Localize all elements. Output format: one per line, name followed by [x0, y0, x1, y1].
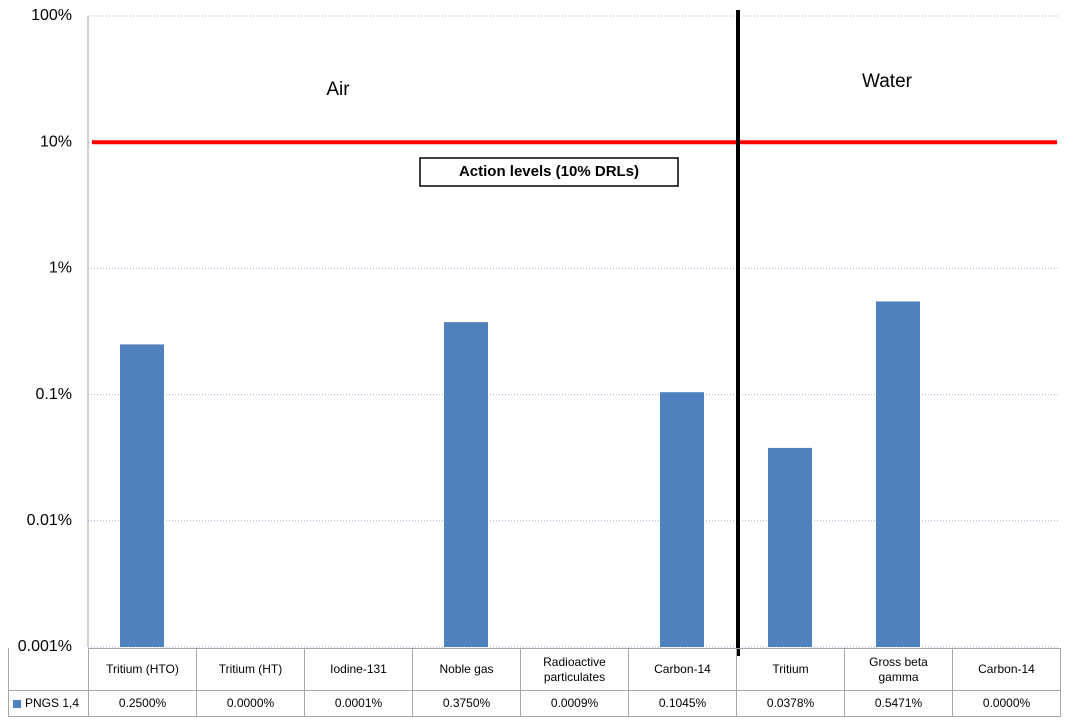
value-label: 0.0001% [304, 690, 413, 717]
bar [768, 447, 812, 647]
y-tick-label: 0.001% [18, 638, 72, 655]
value-label: 0.2500% [88, 690, 197, 717]
value-label: 0.0009% [520, 690, 629, 717]
bar [120, 344, 164, 647]
value-label: 0.0000% [952, 690, 1061, 717]
bar [660, 392, 704, 647]
category-label: Tritium [736, 648, 845, 691]
bar [444, 322, 488, 647]
y-tick-label: 0.1% [36, 386, 72, 403]
category-label: Tritium (HT) [196, 648, 305, 691]
value-label: 0.0378% [736, 690, 845, 717]
legend-swatch [13, 699, 21, 708]
legend-cell: PNGS 1,4 [8, 690, 89, 717]
group-label: Water [862, 71, 913, 92]
bar [876, 301, 920, 647]
reference-label-box [419, 157, 679, 187]
value-label: 0.5471% [844, 690, 953, 717]
reference-label: Action levels (10% DRLs) [459, 163, 639, 180]
table-corner [8, 648, 89, 691]
category-label: Noble gas [412, 648, 521, 691]
value-label: 0.1045% [628, 690, 737, 717]
category-label: Gross beta gamma [844, 648, 953, 691]
y-tick-label: 1% [49, 260, 72, 277]
category-label: Iodine-131 [304, 648, 413, 691]
category-label: Carbon-14 [628, 648, 737, 691]
value-label: 0.0000% [196, 690, 305, 717]
y-tick-label: 10% [40, 133, 72, 150]
category-label: Carbon-14 [952, 648, 1061, 691]
y-tick-label: 0.01% [27, 512, 72, 529]
legend-label: PNGS 1,4 [25, 696, 80, 710]
y-tick-label: 100% [31, 7, 72, 24]
category-label: Radioactive particulates [520, 648, 629, 691]
category-label: Tritium (HTO) [88, 648, 197, 691]
value-label: 0.3750% [412, 690, 521, 717]
group-label: Air [326, 79, 350, 100]
